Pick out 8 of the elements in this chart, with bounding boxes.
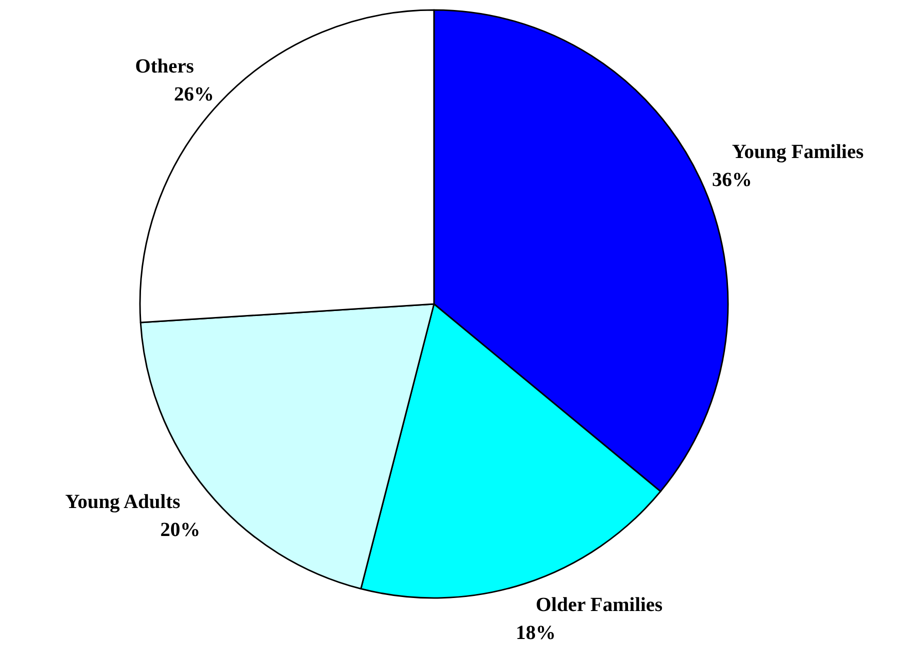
slice-label: Others — [135, 56, 194, 78]
data-label: 36% — [712, 168, 752, 191]
data-label: 18% — [516, 622, 556, 644]
slice-label: Older Families — [536, 594, 663, 616]
slice-label: Young Families — [732, 140, 864, 163]
data-label: 20% — [160, 518, 200, 541]
data-label: 26% — [174, 84, 214, 106]
slice-label: Young Adults — [65, 490, 180, 513]
